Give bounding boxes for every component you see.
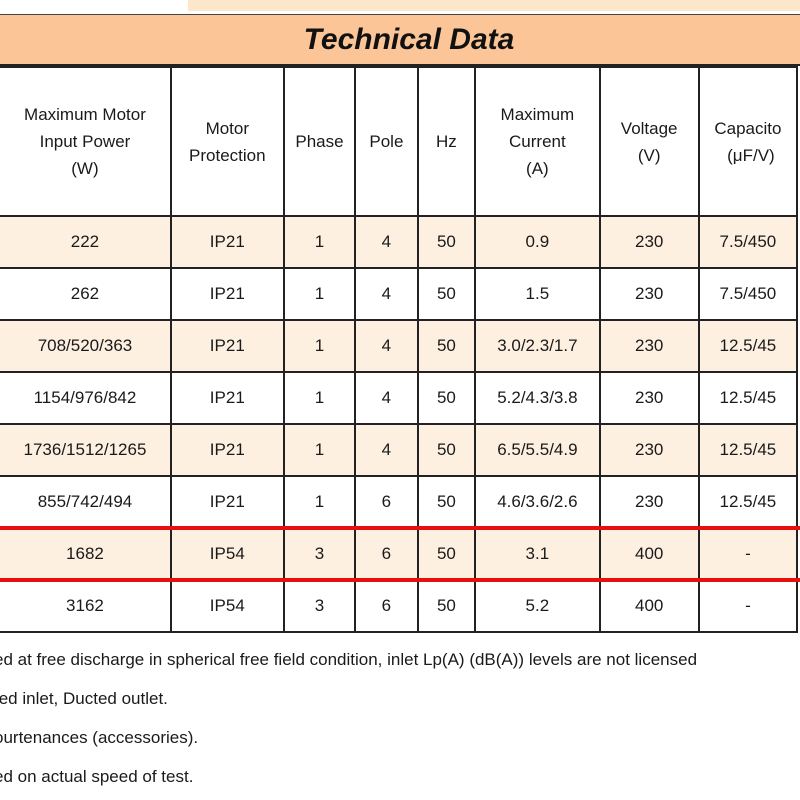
- table-row: 262 IP21 1 4 50 1.5 230 7.5/450: [0, 267, 799, 321]
- cell-capacitor: 12.5/45: [697, 423, 799, 477]
- cell-hz: 50: [416, 371, 477, 425]
- cell-protection: IP21: [169, 475, 285, 529]
- footnote-line: ourtenances (accessories).: [0, 728, 199, 747]
- cell-phase: 1: [282, 475, 357, 529]
- highlight-border-bottom: [0, 578, 800, 582]
- cell-power: 3162: [0, 579, 172, 633]
- cell-capacitor: 12.5/45: [697, 371, 799, 425]
- cell-capacitor: -: [697, 579, 799, 633]
- page-title: Technical Data: [303, 22, 515, 56]
- cell-pole: 4: [354, 371, 419, 425]
- cell-phase: 1: [282, 267, 357, 321]
- cell-voltage: 230: [598, 475, 700, 529]
- cell-hz: 50: [416, 475, 477, 529]
- cell-hz: 50: [416, 527, 477, 581]
- footnote-line: ed at free discharge in spherical free f…: [0, 650, 698, 669]
- cell-pole: 6: [354, 527, 419, 581]
- cell-hz: 50: [416, 267, 477, 321]
- table-row-highlighted: 1682 IP54 3 6 50 3.1 400-: [0, 527, 799, 581]
- cell-pole: 6: [354, 579, 419, 633]
- cell-power: 262: [0, 267, 172, 321]
- cell-current: 5.2: [474, 579, 601, 633]
- cell-power: 1736/1512/1265: [0, 423, 172, 477]
- cell-phase: 3: [282, 527, 357, 581]
- cell-hz: 50: [416, 579, 477, 633]
- title-bar: Technical Data: [0, 14, 800, 66]
- cell-voltage: 230: [598, 371, 700, 425]
- cell-protection: IP21: [169, 371, 285, 425]
- cell-pole: 4: [354, 215, 419, 269]
- table-row: 1154/976/842 IP21 1 4 50 5.2/4.3/3.8 230 12.5/4…: [0, 371, 799, 425]
- cell-power: 1154/976/842: [0, 371, 172, 425]
- table-row: 708/520/363 IP21 1 4 50 3.0/2.3/1.7 230 12.5/45: [0, 319, 799, 373]
- cell-capacitor: -: [697, 527, 799, 581]
- cell-pole: 4: [354, 423, 419, 477]
- footnote-line: ted inlet, Ducted outlet.: [0, 689, 168, 708]
- cell-power: 855/742/494: [0, 475, 172, 529]
- cell-protection: IP21: [169, 319, 285, 373]
- cell-capacitor: 7.5/450: [697, 215, 799, 269]
- cell-current: 1.5: [474, 267, 601, 321]
- cell-current: 3.0/2.3/1.7: [474, 319, 601, 373]
- cell-current: 0.9: [474, 215, 601, 269]
- col-header-pole: Pole: [354, 66, 419, 217]
- col-header-capacitor: Capacito (μF/V): [697, 66, 799, 217]
- cell-pole: 4: [354, 319, 419, 373]
- cell-capacitor: 12.5/45: [697, 319, 799, 373]
- cell-hz: 50: [416, 423, 477, 477]
- cell-power: 222: [0, 215, 172, 269]
- col-header-max-input-power: Maximum Motor Input Power (W): [0, 66, 172, 217]
- table-row: 1736/1512/1265 IP21 1 4 50 6.5/5.5/4.9 230 12.5…: [0, 423, 799, 477]
- cell-power: 708/520/363: [0, 319, 172, 373]
- cell-voltage: 400: [598, 579, 700, 633]
- footnote-line: ed on actual speed of test.: [0, 767, 194, 786]
- table-row: 855/742/494 IP21 1 6 50 4.6/3.6/2.6 230 12.5/45: [0, 475, 799, 529]
- cell-pole: 4: [354, 267, 419, 321]
- cell-capacitor: 7.5/450: [697, 267, 799, 321]
- col-header-max-current: Maximum Current (A): [474, 66, 601, 217]
- cell-power: 1682: [0, 527, 172, 581]
- col-header-hz: Hz: [416, 66, 477, 217]
- cell-phase: 1: [282, 319, 357, 373]
- cell-current: 6.5/5.5/4.9: [474, 423, 601, 477]
- cell-phase: 1: [282, 215, 357, 269]
- col-header-phase: Phase: [282, 66, 357, 217]
- cell-current: 4.6/3.6/2.6: [474, 475, 601, 529]
- cell-voltage: 230: [598, 215, 700, 269]
- cell-voltage: 230: [598, 267, 700, 321]
- cell-voltage: 400: [598, 527, 700, 581]
- cell-phase: 1: [282, 371, 357, 425]
- cell-hz: 50: [416, 215, 477, 269]
- cell-capacitor: 12.5/45: [697, 475, 799, 529]
- top-band: [188, 0, 800, 11]
- highlight-border-top: [0, 526, 800, 530]
- table-row: 3162 IP54 3 6 50 5.2 400-: [0, 579, 799, 633]
- table-row: 222 IP21 1 4 50 0.9 230 7.5/450: [0, 215, 799, 269]
- col-header-motor-protection: Motor Protection: [169, 66, 285, 217]
- cell-hz: 50: [416, 319, 477, 373]
- cell-phase: 1: [282, 423, 357, 477]
- cell-voltage: 230: [598, 319, 700, 373]
- cell-voltage: 230: [598, 423, 700, 477]
- cell-phase: 3: [282, 579, 357, 633]
- cell-current: 5.2/4.3/3.8: [474, 371, 601, 425]
- cell-protection: IP21: [169, 267, 285, 321]
- cell-protection: IP54: [169, 579, 285, 633]
- cell-protection: IP21: [169, 215, 285, 269]
- technical-data-table: Maximum Motor Input Power (W) Motor Prot…: [0, 66, 799, 633]
- col-header-voltage: Voltage (V): [598, 66, 700, 217]
- cell-protection: IP21: [169, 423, 285, 477]
- cell-current: 3.1: [474, 527, 601, 581]
- cell-pole: 6: [354, 475, 419, 529]
- cell-protection: IP54: [169, 527, 285, 581]
- header-row: Maximum Motor Input Power (W) Motor Prot…: [0, 66, 799, 217]
